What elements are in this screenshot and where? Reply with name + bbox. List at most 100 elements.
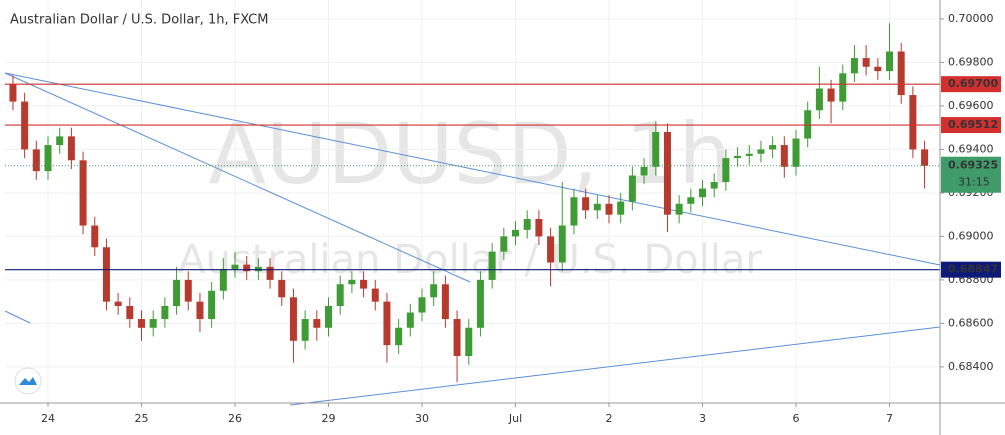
candle-body [301, 319, 309, 341]
candle-body [921, 149, 929, 166]
plot [5, 23, 940, 383]
candle-body [593, 203, 601, 211]
candle-body [500, 236, 508, 252]
x-tick-label: 24 [41, 412, 55, 425]
x-tick-label: 26 [228, 412, 242, 425]
candle-body [675, 203, 683, 215]
level-label-box [941, 117, 1001, 134]
candle-body [663, 132, 671, 215]
x-tick-label: 2 [606, 412, 613, 425]
x-tick-label: 3 [699, 412, 706, 425]
candle-body [102, 247, 110, 302]
countdown: 31:15 [958, 176, 990, 189]
candle-body [161, 306, 169, 320]
candle-body [196, 301, 204, 320]
trend-line [4, 72, 471, 283]
x-tick-label: 30 [415, 412, 429, 425]
candle-body [570, 197, 578, 226]
candle-body [640, 166, 648, 176]
candle-body [652, 132, 660, 167]
candle-body [91, 225, 99, 248]
y-tick-label: 0.69400 [948, 142, 994, 155]
candle-body [815, 88, 823, 111]
x-tick-label: 29 [322, 412, 336, 425]
candle-body [745, 153, 753, 156]
y-tick-label: 0.68400 [948, 360, 994, 373]
candle-body [278, 279, 286, 298]
watermark-subtitle: Australian Dollar / U.S. Dollar [178, 237, 762, 283]
candle-body [406, 312, 414, 328]
candle-body [395, 327, 403, 346]
candle-body [44, 145, 52, 172]
candle-body [839, 73, 847, 102]
candle-body [243, 264, 251, 272]
candle-body [266, 266, 274, 280]
y-tick-label: 0.69800 [948, 55, 994, 68]
candle-body [79, 160, 87, 226]
candle-body [173, 279, 181, 307]
level-label: 0.68847 [948, 263, 998, 276]
candle-body [617, 201, 625, 215]
candle-body [734, 155, 742, 159]
candle-body [523, 219, 531, 230]
candle-body [360, 279, 368, 289]
logo [14, 367, 42, 395]
trend-line [4, 310, 31, 324]
candle-body [886, 51, 894, 72]
trend-lines [4, 72, 941, 406]
y-tick-label: 0.69600 [948, 99, 994, 112]
candle-body [699, 188, 707, 198]
candle-body [114, 301, 122, 307]
candle-body [909, 95, 917, 150]
candle-body [757, 149, 765, 154]
candle-body [827, 88, 835, 102]
candle-body [488, 251, 496, 280]
level-label-box [941, 76, 1001, 93]
candle-body [56, 136, 64, 146]
level-label: 0.69700 [948, 77, 998, 90]
candle-body [535, 219, 543, 237]
candle-body [710, 182, 718, 189]
candle-body [32, 149, 40, 172]
candle-body [418, 297, 426, 313]
candle-body [441, 284, 449, 320]
x-tick-label: 25 [135, 412, 149, 425]
level-label-box [941, 261, 1001, 278]
candle-body [476, 279, 484, 328]
candle-body [126, 306, 134, 320]
candle-body [383, 301, 391, 346]
candle-body [9, 84, 17, 102]
candle-body [628, 175, 636, 202]
candle-body [874, 66, 882, 72]
trend-line [4, 72, 941, 266]
candle-body [582, 197, 590, 211]
candle-body [780, 145, 788, 167]
grid [5, 0, 940, 403]
candle-body [897, 51, 905, 96]
x-tick-label: Jul [508, 412, 522, 425]
candle-body [184, 279, 192, 302]
candle-body [325, 306, 333, 328]
last-price-label: 0.69325 [948, 159, 998, 172]
candle-body [371, 288, 379, 302]
candle-body [430, 284, 438, 298]
candle-body [254, 266, 262, 272]
candle-body [465, 327, 473, 357]
candle-body [512, 229, 520, 237]
candle-body [769, 145, 777, 150]
candle-body [862, 58, 870, 67]
candle-body [605, 203, 613, 215]
y-tick-label: 0.68600 [948, 316, 994, 329]
candle-body [231, 264, 239, 270]
candle-body [67, 136, 75, 161]
x-tick-label: 6 [793, 412, 800, 425]
candle-body [547, 236, 555, 263]
candle-body [348, 279, 356, 285]
chart-title: Australian Dollar / U.S. Dollar, 1h, FXC… [10, 13, 268, 28]
candle-body [313, 319, 321, 328]
last-price-box [941, 156, 1001, 193]
candle-body [138, 319, 146, 328]
y-tick-label: 0.69000 [948, 229, 994, 242]
